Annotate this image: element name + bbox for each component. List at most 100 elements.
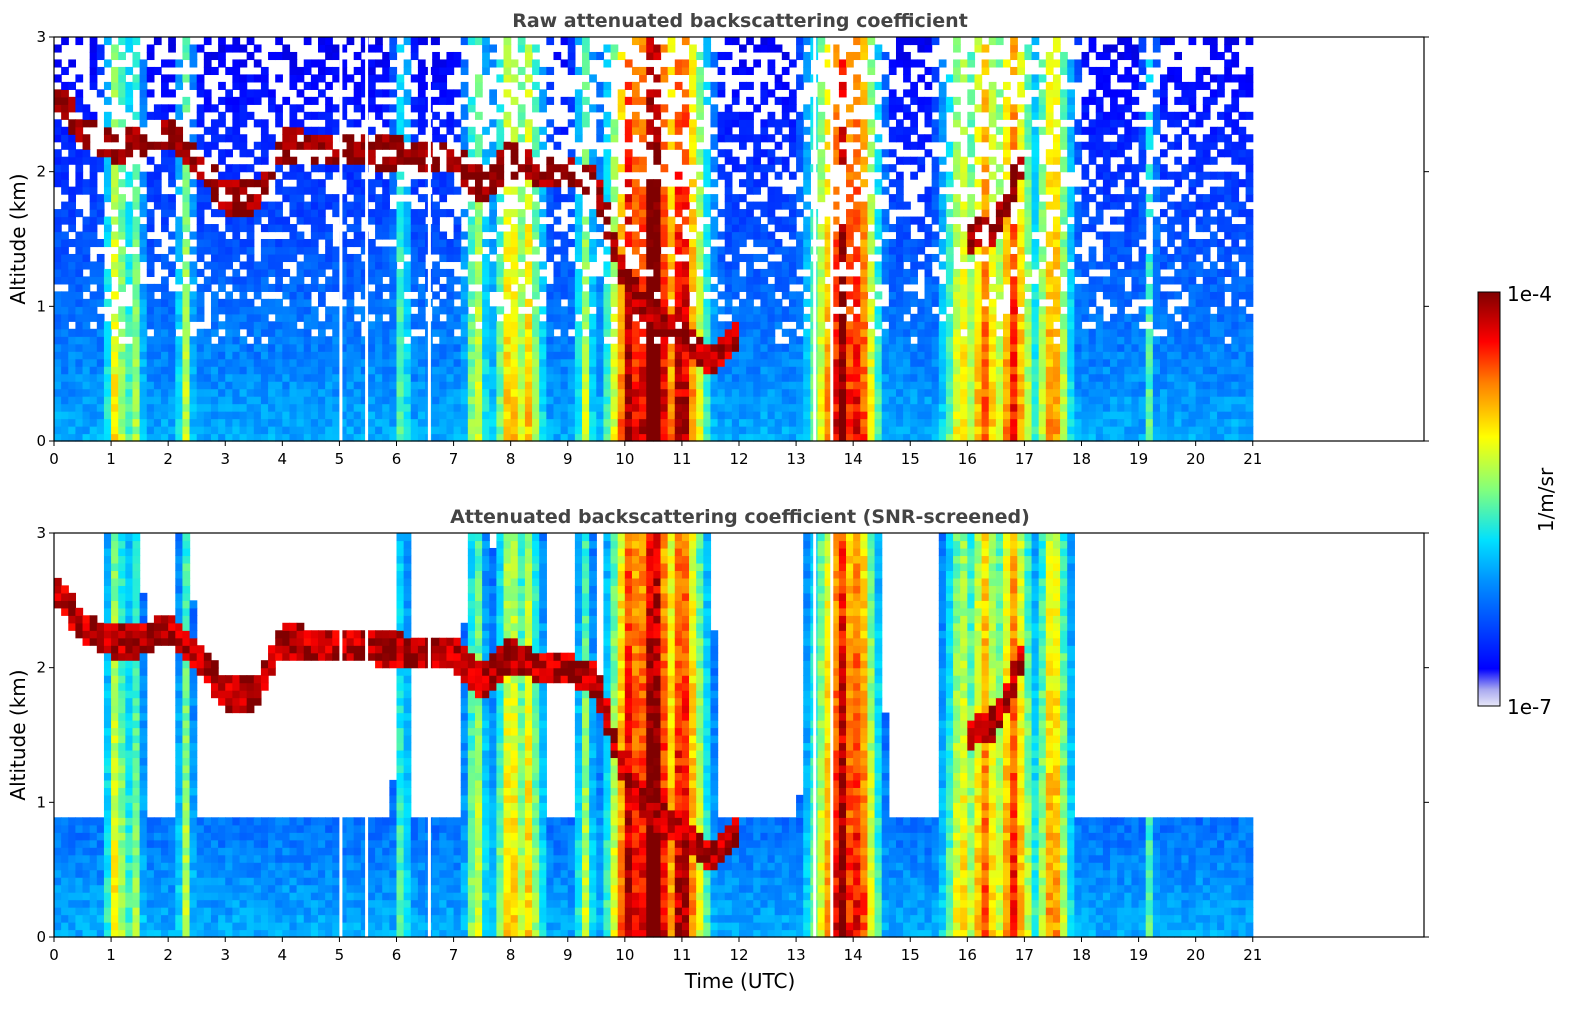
heatmap-cell <box>253 44 262 53</box>
heatmap-cell <box>132 126 141 135</box>
heatmap-cell <box>803 231 811 240</box>
heatmap-cell <box>881 261 890 270</box>
heatmap-cell <box>774 388 783 397</box>
heatmap-cell <box>831 291 840 300</box>
heatmap-cell <box>111 149 119 158</box>
heatmap-cell <box>96 283 105 292</box>
heatmap-cell <box>103 403 112 412</box>
heatmap-cell <box>125 381 134 390</box>
heatmap-cell <box>339 328 348 337</box>
heatmap-cell <box>774 96 783 105</box>
heatmap-cell <box>674 298 683 307</box>
heatmap-cell <box>710 336 719 345</box>
heatmap-cell <box>546 194 555 203</box>
heatmap-cell <box>667 276 676 285</box>
heatmap-cell <box>339 246 348 255</box>
heatmap-cell <box>175 433 184 442</box>
heatmap-cell <box>139 366 148 375</box>
heatmap-cell <box>895 276 904 285</box>
heatmap-cell <box>382 194 390 203</box>
heatmap-cell <box>96 433 105 442</box>
heatmap-cell <box>874 186 883 195</box>
heatmap-cell <box>89 426 98 435</box>
heatmap-cell <box>781 134 790 143</box>
heatmap-cell <box>803 239 811 248</box>
heatmap-cell <box>432 216 440 225</box>
heatmap-cell <box>532 343 540 352</box>
heatmap-cell <box>867 381 876 390</box>
heatmap-cell <box>474 306 483 315</box>
heatmap-cell <box>781 261 790 270</box>
heatmap-cell <box>339 194 348 203</box>
heatmap-cell <box>246 89 255 98</box>
heatmap-cell <box>118 388 126 397</box>
heatmap-cell <box>838 373 847 382</box>
heatmap-cell <box>396 96 405 105</box>
heatmap-cell <box>460 433 469 442</box>
heatmap-cell <box>574 291 583 300</box>
heatmap-cell <box>203 231 212 240</box>
heatmap-cell <box>146 246 155 255</box>
heatmap-cell <box>781 276 790 285</box>
heatmap-cell <box>596 433 605 442</box>
heatmap-cell <box>75 328 84 337</box>
heatmap-cell <box>646 351 654 360</box>
heatmap-cell <box>54 328 62 337</box>
heatmap-cell <box>375 224 383 233</box>
heatmap-cell <box>503 321 512 330</box>
heatmap-cell <box>739 141 747 150</box>
heatmap-cell <box>153 433 162 442</box>
heatmap-cell <box>96 426 105 435</box>
heatmap-cell <box>111 261 119 270</box>
heatmap-cell <box>260 351 269 360</box>
heatmap-cell <box>724 224 733 233</box>
heatmap-cell <box>89 366 98 375</box>
heatmap-cell <box>674 306 683 315</box>
heatmap-cell <box>881 186 890 195</box>
heatmap-cell <box>54 253 62 263</box>
heatmap-cell <box>82 321 91 330</box>
heatmap-cell <box>482 66 490 76</box>
heatmap-cell <box>68 373 77 382</box>
heatmap-cell <box>874 209 883 218</box>
heatmap-cell <box>125 268 134 278</box>
heatmap-cell <box>689 261 697 270</box>
heatmap-cell <box>389 291 398 300</box>
heatmap-cell <box>496 343 505 352</box>
heatmap-cell <box>153 253 162 263</box>
heatmap-cell <box>168 141 176 150</box>
heatmap-cell <box>318 111 326 120</box>
heatmap-cell <box>710 321 719 330</box>
heatmap-cell <box>696 291 704 300</box>
heatmap-cell <box>339 336 348 345</box>
heatmap-cell <box>360 351 369 360</box>
heatmap-cell <box>303 388 312 397</box>
heatmap-cell <box>796 343 804 352</box>
heatmap-cell <box>82 298 91 307</box>
heatmap-cell <box>731 111 740 120</box>
heatmap-cell <box>396 388 405 397</box>
heatmap-cell <box>453 426 462 435</box>
heatmap-cell <box>817 321 826 330</box>
heatmap-cell <box>125 141 134 150</box>
heatmap-cell <box>82 231 91 240</box>
heatmap-cell <box>353 328 362 337</box>
heatmap-cell <box>332 246 341 255</box>
heatmap-cell <box>596 134 605 143</box>
heatmap-cell <box>189 231 198 240</box>
heatmap-cell <box>225 96 233 105</box>
heatmap-cell <box>831 156 840 165</box>
heatmap-cell <box>182 171 191 180</box>
heatmap-cell <box>132 186 141 195</box>
heatmap-cell <box>567 186 576 195</box>
heatmap-cell <box>888 253 897 263</box>
heatmap-cell <box>667 231 676 240</box>
heatmap-cell <box>788 403 797 412</box>
heatmap-cell <box>103 224 112 233</box>
heatmap-cell <box>838 351 847 360</box>
heatmap-cell <box>931 336 940 345</box>
heatmap-cell <box>574 179 583 188</box>
heatmap-cell <box>510 74 519 83</box>
heatmap-cell <box>867 283 876 292</box>
heatmap-cell <box>210 403 219 412</box>
